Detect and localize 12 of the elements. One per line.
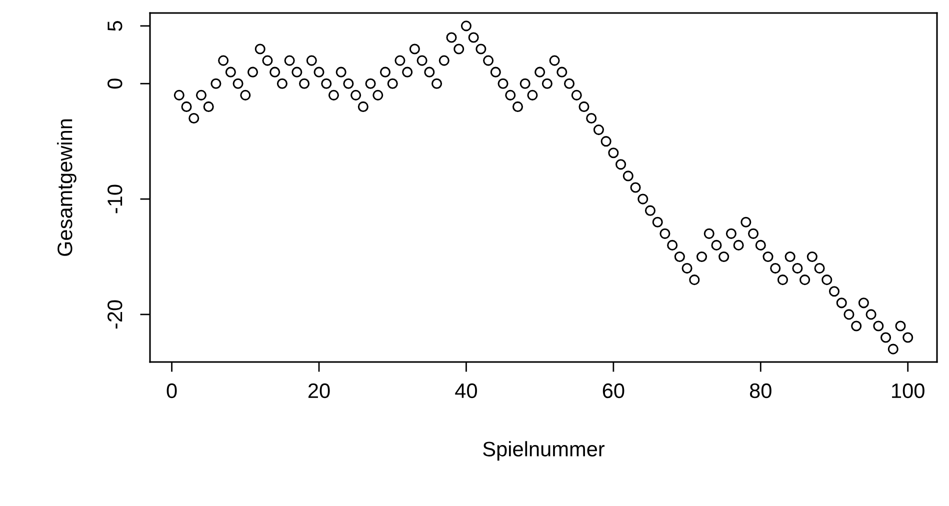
- x-tick-label: 20: [308, 383, 330, 398]
- x-tick-label: 0: [166, 383, 177, 398]
- x-tick-label: 100: [892, 383, 924, 398]
- y-tick-label: -10: [108, 184, 122, 214]
- y-tick-label: -20: [108, 300, 122, 329]
- x-tick-label: 80: [750, 383, 772, 398]
- x-tick-label: 40: [455, 383, 477, 398]
- x-axis-title: Spielnummer: [483, 441, 605, 461]
- x-tick-label: 60: [602, 383, 624, 398]
- y-tick-label: 0: [108, 78, 122, 89]
- y-tick-label: 5: [108, 21, 122, 31]
- y-axis-title: Gesamtgewinn: [56, 119, 76, 256]
